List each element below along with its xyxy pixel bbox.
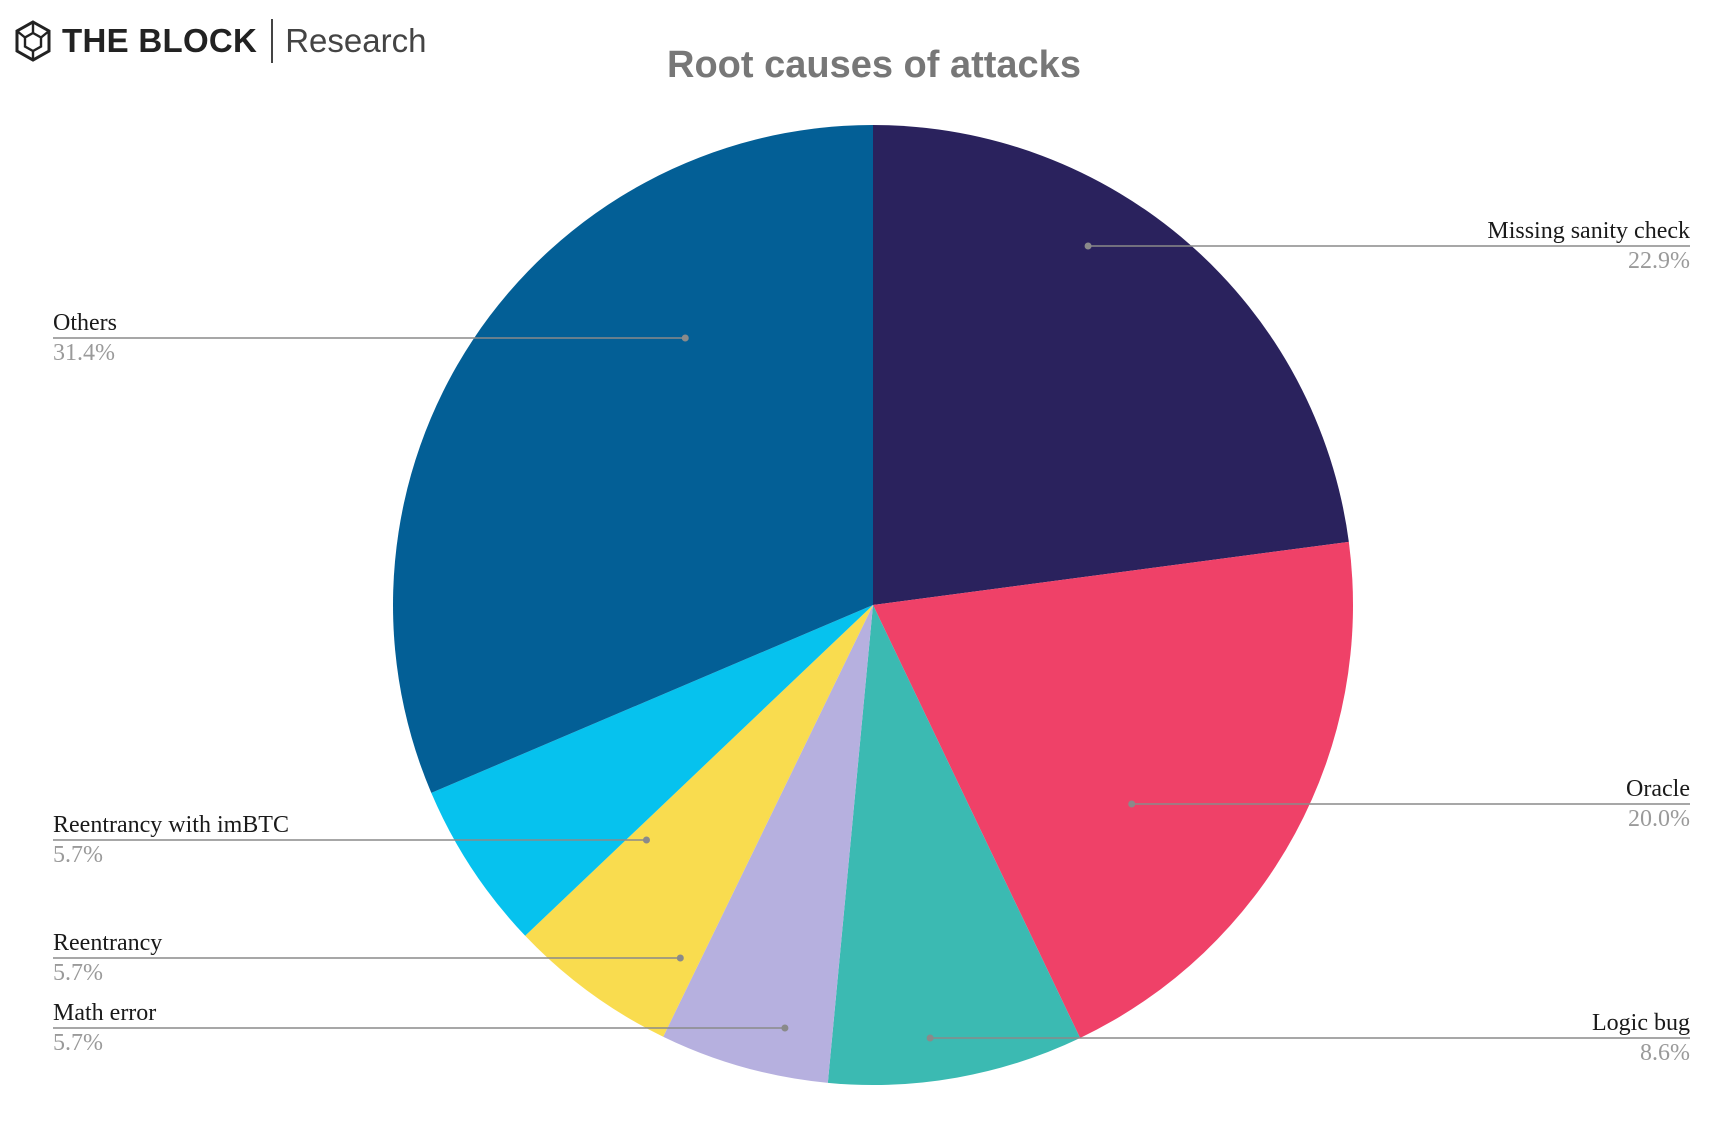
slice-reentrancy-with-imbtc [431,605,873,936]
chart-title: Root causes of attacks [667,44,1081,86]
leader-dot-logic-bug [926,1034,934,1042]
slice-missing-sanity-check [873,124,1349,605]
brand-divider [271,19,274,63]
slice-label-math-error: Math error [53,1000,156,1026]
slice-label-others: Others [53,310,117,336]
slice-value-math-error: 5.7% [53,1030,103,1056]
pie-labels: Missing sanity check 22.9% Oracle 20.0% Logi… [53,218,1690,1066]
slice-value-logic-bug: 8.6% [1640,1040,1690,1066]
slice-value-oracle: 20.0% [1628,806,1690,832]
hexagon-cube-icon [15,20,51,62]
leader-dot-reentrancy-with-imbtc [642,836,650,844]
slice-label-missing-sanity-check: Missing sanity check [1487,218,1690,244]
leader-dot-oracle [1128,800,1136,808]
slice-value-reentrancy: 5.7% [53,960,103,986]
pie-slices [393,124,1354,1085]
slice-label-reentrancy: Reentrancy [53,930,162,956]
slice-reentrancy [525,605,873,1037]
slice-label-reentrancy-with-imbtc: Reentrancy with imBTC [53,812,289,838]
slice-label-logic-bug: Logic bug [1592,1010,1690,1036]
leader-dot-others [681,334,689,342]
leader-dot-missing-sanity-check [1084,242,1092,250]
slice-value-missing-sanity-check: 22.9% [1628,248,1690,274]
slice-logic-bug [827,605,1081,1085]
slice-label-oracle: Oracle [1626,776,1690,802]
pie-leader-lines [53,242,1690,1042]
brand-logo: THE BLOCK Research [14,16,426,66]
brand-subtitle: Research [285,22,427,59]
slice-math-error [663,605,873,1083]
slice-value-reentrancy-with-imbtc: 5.7% [53,842,103,868]
brand-name: THE BLOCK [62,22,258,59]
slice-value-others: 31.4% [53,340,115,366]
slice-others [393,125,873,793]
leader-dot-math-error [781,1024,789,1032]
leader-dot-reentrancy [676,954,684,962]
slice-oracle [873,541,1354,1039]
